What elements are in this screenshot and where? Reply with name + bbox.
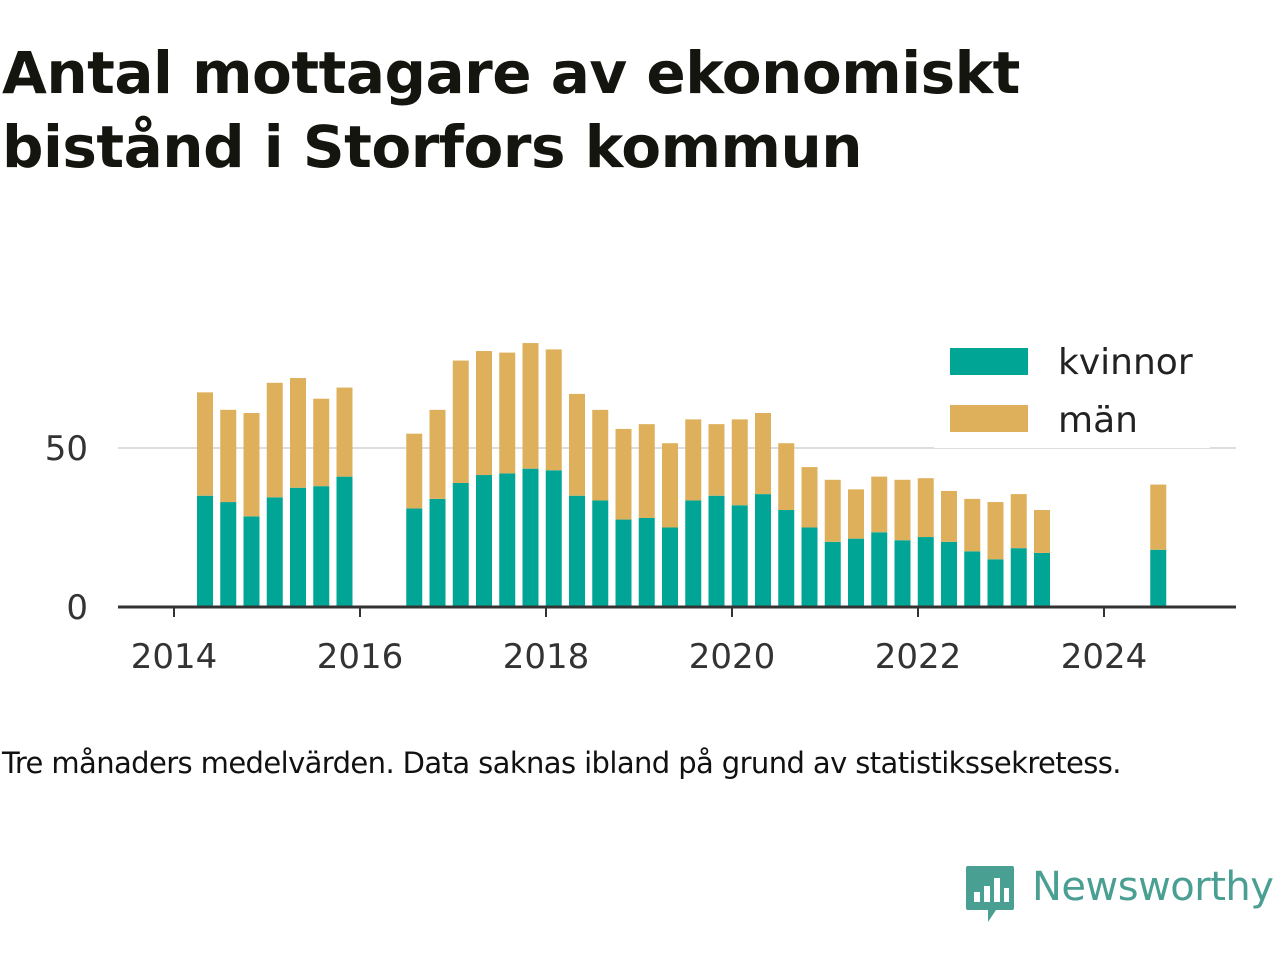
bar-man bbox=[685, 419, 702, 501]
bar-kvinnor bbox=[1034, 552, 1050, 607]
bar-man bbox=[917, 478, 934, 538]
bar-man bbox=[871, 476, 888, 533]
bar-kvinnor bbox=[336, 476, 353, 607]
bar-man bbox=[638, 424, 655, 518]
bar-man bbox=[243, 413, 260, 517]
bar-man bbox=[452, 360, 469, 483]
legend: kvinnor män bbox=[934, 336, 1210, 448]
bar-man bbox=[1010, 494, 1027, 549]
x-tick-label: 2022 bbox=[875, 637, 962, 677]
x-tick-label: 2020 bbox=[689, 637, 776, 677]
newsworthy-brand[interactable]: Newsworthy bbox=[964, 862, 1280, 926]
bar-kvinnor bbox=[266, 497, 283, 607]
bar-man bbox=[731, 419, 748, 506]
bar-man bbox=[266, 382, 283, 498]
bar-kvinnor bbox=[220, 502, 237, 607]
bar-kvinnor bbox=[1150, 549, 1167, 607]
bar-man bbox=[824, 479, 841, 542]
bar-man bbox=[964, 498, 981, 552]
bar-kvinnor bbox=[824, 541, 841, 607]
bar-man bbox=[755, 413, 771, 495]
y-tick-label: 50 bbox=[45, 429, 88, 469]
bar-kvinnor bbox=[290, 487, 306, 607]
bar-kvinnor bbox=[964, 551, 981, 607]
bar-kvinnor bbox=[406, 508, 423, 607]
bar-kvinnor bbox=[894, 540, 911, 607]
bar-kvinnor bbox=[522, 468, 539, 607]
bar-man bbox=[592, 409, 609, 501]
bar-man bbox=[941, 490, 957, 542]
legend-label-man: män bbox=[1058, 400, 1138, 441]
bar-man bbox=[1150, 484, 1167, 550]
bar-kvinnor bbox=[545, 470, 562, 607]
bar-man bbox=[545, 349, 562, 471]
bar-kvinnor bbox=[778, 510, 795, 607]
legend-swatch-man bbox=[950, 405, 1028, 432]
newsworthy-brand-name: Newsworthy bbox=[1032, 864, 1274, 910]
bar-kvinnor bbox=[708, 495, 725, 607]
bar-kvinnor bbox=[452, 482, 469, 607]
bar-kvinnor bbox=[197, 495, 213, 607]
bar-man bbox=[848, 489, 864, 539]
legend-swatch-kvinnor bbox=[950, 348, 1028, 375]
bar-man bbox=[894, 479, 911, 541]
bar-kvinnor bbox=[615, 519, 632, 607]
bar-kvinnor bbox=[1010, 548, 1027, 607]
bar-man bbox=[313, 398, 330, 487]
bar-kvinnor bbox=[476, 475, 492, 607]
bars bbox=[197, 343, 1167, 607]
bar-man bbox=[406, 433, 423, 509]
bar-kvinnor bbox=[987, 559, 1004, 607]
chart-caption: Tre månaders medelvärden. Data saknas ib… bbox=[2, 746, 1122, 780]
bar-man bbox=[987, 502, 1004, 560]
bar-man bbox=[662, 443, 678, 528]
bar-man bbox=[778, 443, 795, 511]
bar-kvinnor bbox=[662, 527, 678, 607]
x-tick-label: 2016 bbox=[317, 637, 404, 677]
newsworthy-logo-icon bbox=[966, 866, 1014, 922]
x-axis: 2014 2016 2018 2020 2022 2024 bbox=[131, 607, 1148, 677]
y-axis: 0 50 bbox=[45, 429, 88, 628]
y-tick-label: 0 bbox=[66, 588, 88, 628]
chart-title: Antal mottagare av ekonomiskt bistånd i … bbox=[2, 39, 1020, 181]
bar-man bbox=[615, 428, 632, 520]
bar-kvinnor bbox=[638, 517, 655, 607]
bar-kvinnor bbox=[848, 538, 864, 607]
bar-kvinnor bbox=[569, 495, 585, 607]
bar-kvinnor bbox=[313, 486, 330, 607]
bar-man bbox=[801, 467, 818, 528]
bar-man bbox=[197, 392, 213, 496]
bar-kvinnor bbox=[941, 541, 957, 607]
bar-man bbox=[220, 409, 237, 503]
bar-man bbox=[336, 387, 353, 477]
bar-man bbox=[1034, 510, 1050, 553]
bar-kvinnor bbox=[731, 505, 748, 607]
x-tick-label: 2024 bbox=[1061, 637, 1148, 677]
bar-kvinnor bbox=[685, 500, 702, 607]
bar-kvinnor bbox=[871, 532, 888, 607]
bar-man bbox=[569, 393, 585, 496]
bar-kvinnor bbox=[755, 494, 771, 607]
x-tick-label: 2014 bbox=[131, 637, 218, 677]
bar-kvinnor bbox=[429, 498, 446, 607]
bar-man bbox=[708, 424, 725, 496]
bar-man bbox=[476, 351, 492, 476]
legend-label-kvinnor: kvinnor bbox=[1058, 342, 1193, 383]
x-tick-label: 2018 bbox=[503, 637, 590, 677]
bar-kvinnor bbox=[499, 473, 516, 607]
bar-man bbox=[499, 352, 516, 474]
bar-man bbox=[290, 378, 306, 488]
bar-man bbox=[522, 343, 539, 469]
bar-kvinnor bbox=[243, 516, 260, 607]
bar-man bbox=[429, 409, 446, 499]
bar-kvinnor bbox=[801, 527, 818, 607]
bar-kvinnor bbox=[917, 537, 934, 607]
bar-kvinnor bbox=[592, 500, 609, 607]
